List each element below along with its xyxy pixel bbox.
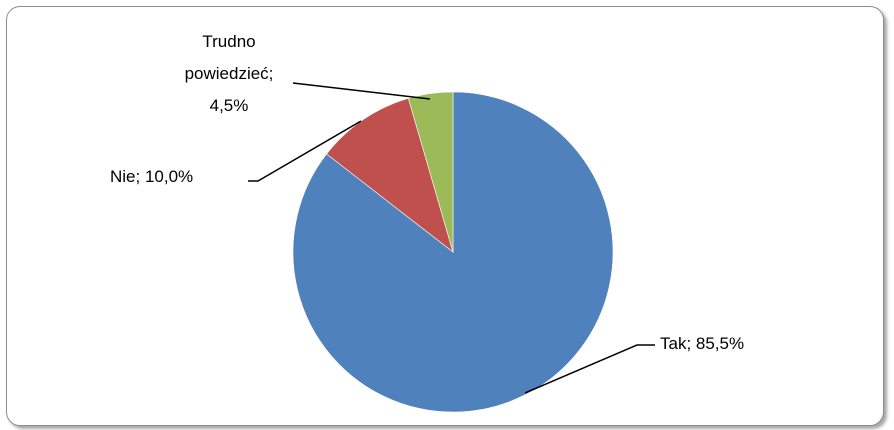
leader-lines	[248, 82, 655, 394]
pie-slices	[292, 91, 614, 413]
pie-chart: Tak; 85,5% Nie; 10,0% Trudno powiedzieć;…	[110, 32, 744, 413]
pie-slice-nie	[326, 97, 454, 253]
chart-frame: Tak; 85,5% Nie; 10,0% Trudno powiedzieć;…	[6, 6, 884, 426]
leader-line-tak	[524, 344, 655, 394]
data-label-nie: Nie; 10,0%	[110, 167, 193, 186]
data-label-trudno-line3: 4,5%	[210, 96, 249, 115]
data-label-trudno-line1: Trudno	[202, 32, 255, 51]
pie-slice-trudno-powiedzieć	[407, 91, 454, 253]
data-label-tak: Tak; 85,5%	[660, 334, 744, 353]
leader-line-nie	[248, 120, 362, 182]
data-labels: Tak; 85,5% Nie; 10,0% Trudno powiedzieć;…	[110, 32, 744, 353]
leader-line-trudno	[292, 82, 431, 100]
data-label-trudno-line2: powiedzieć;	[185, 64, 274, 83]
